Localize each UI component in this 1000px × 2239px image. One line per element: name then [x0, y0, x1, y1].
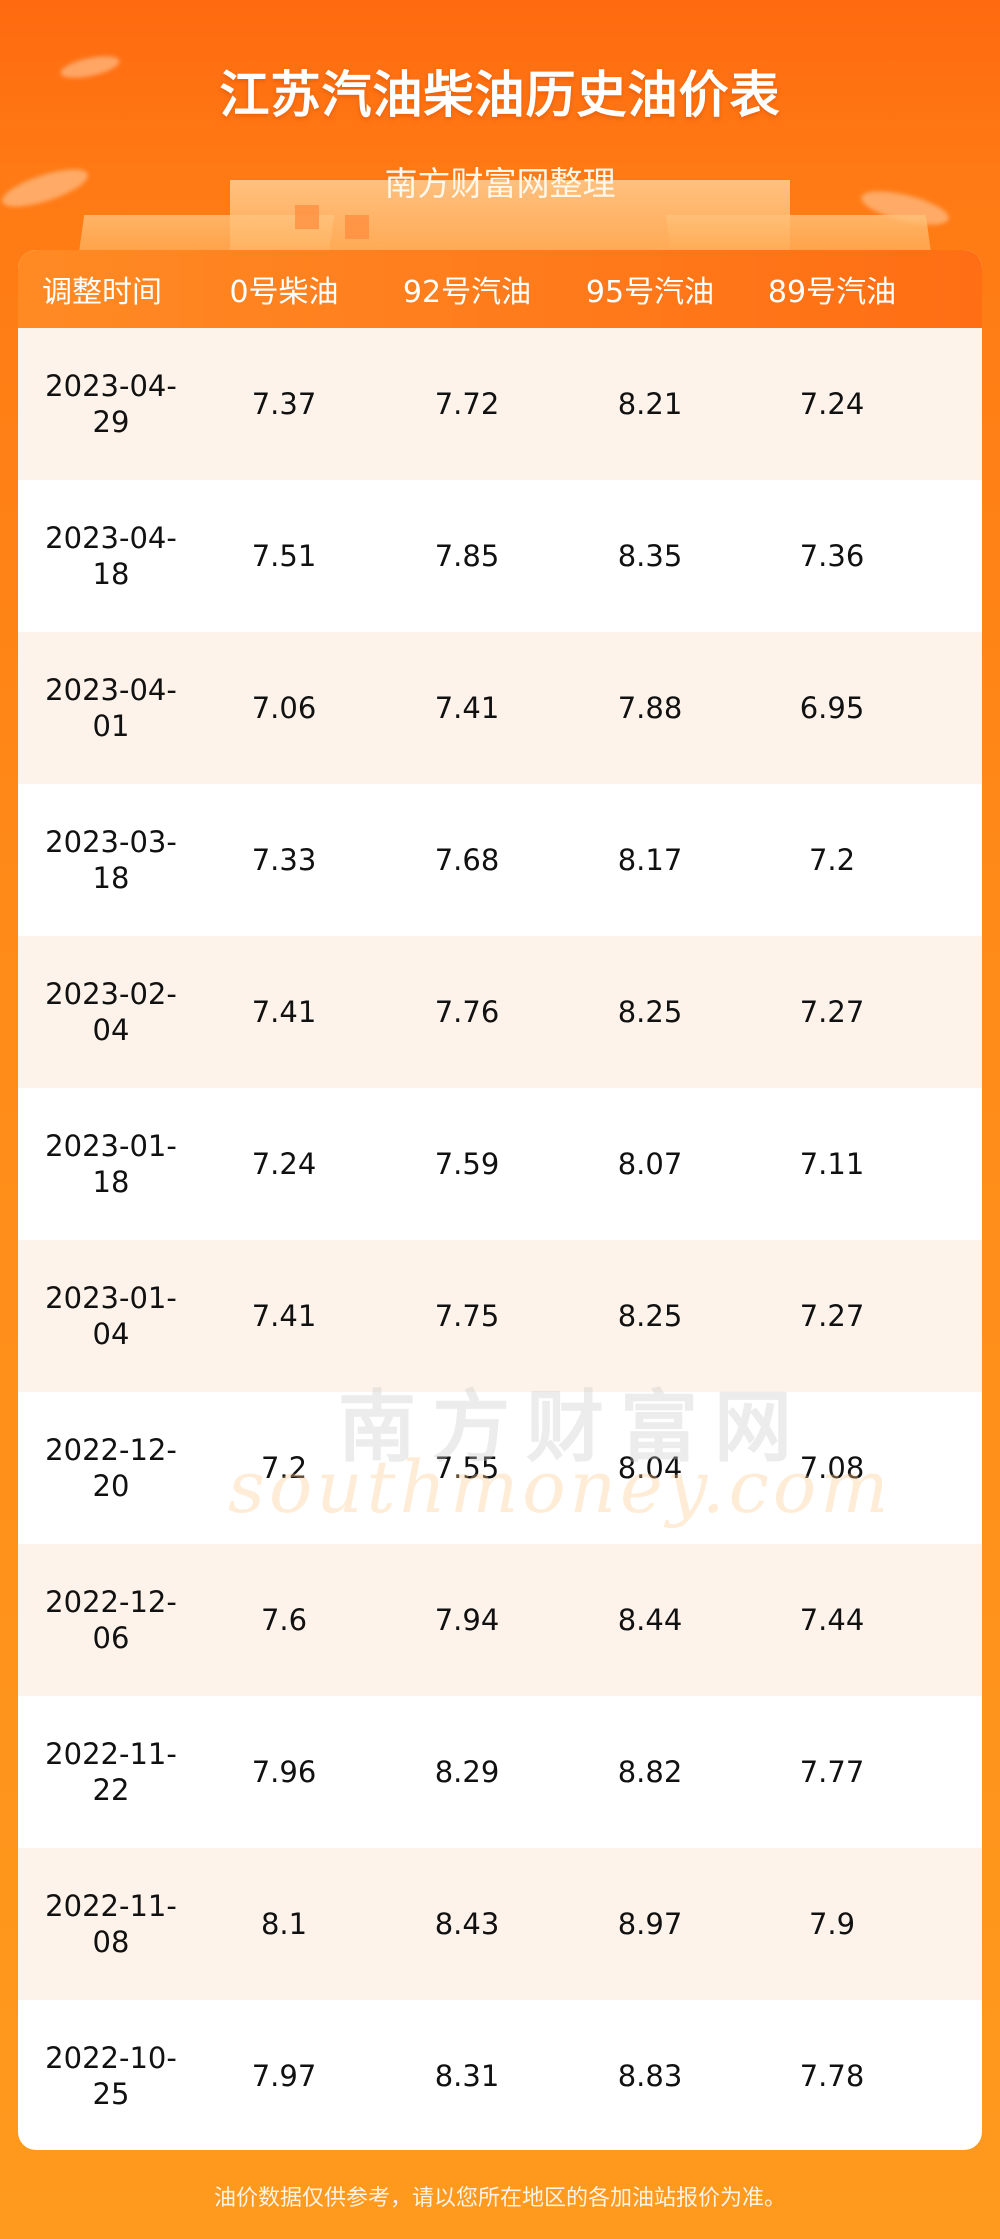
cell-gas95: 8.07 — [617, 1147, 683, 1181]
cell-gas89: 7.36 — [799, 539, 865, 573]
cell-gas95: 8.35 — [617, 539, 683, 573]
cell-gas92: 8.43 — [434, 1907, 500, 1941]
cell-gas95: 8.82 — [617, 1755, 683, 1789]
cell-gas89: 7.24 — [799, 387, 865, 421]
table-row: 2023-04-18 7.51 7.85 8.35 7.36 — [18, 480, 982, 632]
cell-date: 2022-10-25 — [18, 2040, 193, 2112]
table-row: 2023-01-18 7.24 7.59 8.07 7.11 — [18, 1088, 982, 1240]
cell-gas92: 7.59 — [434, 1147, 500, 1181]
page-title: 江苏汽油柴油历史油价表 — [219, 66, 781, 124]
cell-date: 2023-04-18 — [18, 520, 193, 592]
cell-gas95: 8.21 — [617, 387, 683, 421]
date-text: 2022-12-20 — [45, 1433, 177, 1503]
cell-gas89: 7.2 — [808, 843, 856, 877]
date-text: 2023-03-18 — [45, 825, 177, 895]
cell-gas92: 7.55 — [434, 1451, 500, 1485]
cell-gas89: 7.78 — [799, 2059, 865, 2093]
date-text: 2023-04-18 — [45, 521, 177, 591]
column-header-gas95: 95号汽油 — [585, 275, 715, 310]
table-header: 调整时间 0号柴油 92号汽油 95号汽油 89号汽油 — [18, 250, 982, 328]
date-text: 2023-04-29 — [45, 369, 177, 439]
cell-gas92: 7.75 — [434, 1299, 500, 1333]
cell-diesel0: 7.06 — [251, 691, 317, 725]
page-subtitle: 南方财富网整理 — [384, 164, 616, 203]
table-row: 2022-11-22 7.96 8.29 8.82 7.77 — [18, 1696, 982, 1848]
cell-gas89: 7.27 — [799, 995, 865, 1029]
date-text: 2023-04-01 — [45, 673, 177, 743]
table-row: 2022-10-25 7.97 8.31 8.83 7.78 — [18, 2000, 982, 2150]
cell-gas92: 8.29 — [434, 1755, 500, 1789]
cell-date: 2022-11-08 — [18, 1888, 193, 1960]
cell-gas92: 8.31 — [434, 2059, 500, 2093]
date-text: 2023-01-18 — [45, 1129, 177, 1199]
cell-gas89: 7.44 — [799, 1603, 865, 1637]
cell-date: 2023-01-18 — [18, 1128, 193, 1200]
cell-diesel0: 7.2 — [260, 1451, 308, 1485]
cell-gas95: 8.44 — [617, 1603, 683, 1637]
cell-diesel0: 7.24 — [251, 1147, 317, 1181]
table-row: 2022-12-20 7.2 7.55 8.04 7.08 — [18, 1392, 982, 1544]
table-body: 2023-04-29 7.37 7.72 8.21 7.24 2023-04-18 7.51… — [18, 328, 982, 2150]
cell-diesel0: 7.97 — [251, 2059, 317, 2093]
date-text: 2022-11-22 — [45, 1737, 177, 1807]
cell-gas92: 7.72 — [434, 387, 500, 421]
cell-date: 2023-04-29 — [18, 368, 193, 440]
column-header-diesel0: 0号柴油 — [229, 275, 339, 310]
cell-gas95: 8.25 — [617, 995, 683, 1029]
cell-date: 2023-03-18 — [18, 824, 193, 896]
date-text: 2023-01-04 — [45, 1281, 177, 1351]
cell-gas89: 7.9 — [808, 1907, 856, 1941]
cell-gas89: 7.08 — [799, 1451, 865, 1485]
cell-gas92: 7.41 — [434, 691, 500, 725]
cell-gas95: 7.88 — [617, 691, 683, 725]
cell-diesel0: 7.41 — [251, 1299, 317, 1333]
table-row: 2022-12-06 7.6 7.94 8.44 7.44 — [18, 1544, 982, 1696]
cell-date: 2023-01-04 — [18, 1280, 193, 1352]
cell-gas95: 8.04 — [617, 1451, 683, 1485]
cell-date: 2022-12-06 — [18, 1584, 193, 1656]
cell-diesel0: 8.1 — [260, 1907, 308, 1941]
cell-gas92: 7.94 — [434, 1603, 500, 1637]
price-table: 调整时间 0号柴油 92号汽油 95号汽油 89号汽油 2023-04-29 7.… — [18, 250, 982, 2150]
table-row: 2023-04-01 7.06 7.41 7.88 6.95 — [18, 632, 982, 784]
column-header-date: 调整时间 — [42, 275, 162, 310]
cell-diesel0: 7.51 — [251, 539, 317, 573]
cell-gas89: 7.77 — [799, 1755, 865, 1789]
header-decoration — [0, 0, 1000, 270]
column-header-gas92: 92号汽油 — [402, 275, 532, 310]
decor-cube — [295, 205, 319, 229]
cell-gas92: 7.85 — [434, 539, 500, 573]
table-row: 2023-01-04 7.41 7.75 8.25 7.27 — [18, 1240, 982, 1392]
cell-date: 2023-02-04 — [18, 976, 193, 1048]
cell-gas95: 8.83 — [617, 2059, 683, 2093]
cell-gas95: 8.25 — [617, 1299, 683, 1333]
cell-diesel0: 7.6 — [260, 1603, 308, 1637]
date-text: 2022-11-08 — [45, 1889, 177, 1959]
cell-gas95: 8.17 — [617, 843, 683, 877]
cell-gas95: 8.97 — [617, 1907, 683, 1941]
decor-cube — [345, 215, 369, 239]
table-row: 2023-03-18 7.33 7.68 8.17 7.2 — [18, 784, 982, 936]
cell-gas89: 7.27 — [799, 1299, 865, 1333]
cell-date: 2022-11-22 — [18, 1736, 193, 1808]
cell-date: 2022-12-20 — [18, 1432, 193, 1504]
cell-gas89: 6.95 — [799, 691, 865, 725]
cell-gas92: 7.76 — [434, 995, 500, 1029]
column-header-gas89: 89号汽油 — [767, 275, 897, 310]
cell-diesel0: 7.37 — [251, 387, 317, 421]
date-text: 2023-02-04 — [45, 977, 177, 1047]
cell-diesel0: 7.41 — [251, 995, 317, 1029]
table-row: 2022-11-08 8.1 8.43 8.97 7.9 — [18, 1848, 982, 2000]
cell-gas89: 7.11 — [799, 1147, 865, 1181]
cell-date: 2023-04-01 — [18, 672, 193, 744]
date-text: 2022-12-06 — [45, 1585, 177, 1655]
cell-diesel0: 7.96 — [251, 1755, 317, 1789]
cell-diesel0: 7.33 — [251, 843, 317, 877]
table-row: 2023-04-29 7.37 7.72 8.21 7.24 — [18, 328, 982, 480]
date-text: 2022-10-25 — [45, 2041, 177, 2111]
cell-gas92: 7.68 — [434, 843, 500, 877]
footer-note: 油价数据仅供参考，请以您所在地区的各加油站报价为准。 — [213, 2186, 786, 2211]
table-row: 2023-02-04 7.41 7.76 8.25 7.27 — [18, 936, 982, 1088]
